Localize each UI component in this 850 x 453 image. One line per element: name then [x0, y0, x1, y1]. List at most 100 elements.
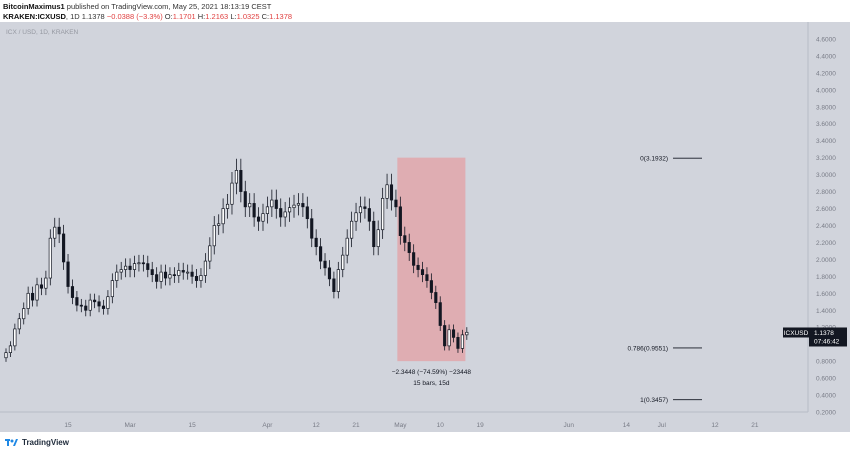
- author-name[interactable]: BitcoinMaximus1: [3, 2, 65, 11]
- candle: [363, 206, 367, 209]
- candle: [451, 329, 456, 338]
- tradingview-logo[interactable]: TradingView: [5, 438, 69, 447]
- x-tick-label: 15: [188, 422, 196, 429]
- close-label: C:: [261, 12, 270, 21]
- candle: [106, 296, 110, 309]
- y-tick-label: 1.4000: [816, 308, 836, 315]
- candle: [17, 318, 21, 330]
- candle: [460, 334, 464, 349]
- y-tick-label: 4.6000: [816, 36, 836, 43]
- x-tick-label: 10: [437, 422, 445, 429]
- candle: [168, 274, 172, 279]
- candle: [66, 261, 70, 287]
- open-value: 1.1701: [172, 12, 196, 21]
- candle: [159, 271, 163, 282]
- candle: [248, 203, 252, 208]
- candle: [394, 199, 398, 208]
- x-tick-label: 19: [476, 422, 484, 429]
- y-tick-label: 2.2000: [816, 240, 836, 247]
- candle: [438, 302, 442, 326]
- candle: [292, 204, 296, 209]
- candle: [150, 269, 154, 276]
- candle: [234, 170, 238, 184]
- range-measure-box[interactable]: [397, 157, 466, 362]
- candle: [447, 329, 451, 347]
- candle: [22, 308, 26, 320]
- candle: [319, 246, 323, 262]
- candle: [420, 269, 425, 276]
- x-tick-label: Jul: [658, 422, 667, 429]
- y-tick-label: 4.2000: [816, 70, 836, 77]
- y-tick-label: 2.6000: [816, 206, 836, 213]
- candle: [367, 208, 371, 222]
- candle: [221, 208, 225, 225]
- candle: [416, 264, 420, 270]
- close-value: 1.1378: [269, 12, 293, 21]
- x-tick-label: 12: [711, 422, 719, 429]
- candle: [141, 262, 145, 265]
- time-axis[interactable]: [0, 412, 808, 432]
- candle: [274, 199, 278, 209]
- candle: [252, 203, 256, 218]
- candle: [146, 263, 150, 270]
- candle: [13, 328, 17, 347]
- last-price-label: 1.1378: [814, 330, 834, 337]
- candle: [389, 184, 394, 201]
- x-tick-label: Mar: [124, 422, 136, 429]
- tradingview-logo-icon: [5, 439, 18, 446]
- candle: [172, 274, 176, 277]
- candle: [376, 229, 380, 248]
- candle: [35, 284, 39, 301]
- tradingview-brand: TradingView: [22, 438, 69, 447]
- x-tick-label: 21: [352, 422, 360, 429]
- candle: [70, 286, 75, 298]
- x-tick-label: 12: [313, 422, 321, 429]
- candle: [243, 191, 247, 208]
- price-axis[interactable]: [808, 22, 850, 432]
- y-tick-label: 3.2000: [816, 155, 836, 162]
- y-tick-label: 4.4000: [816, 53, 836, 60]
- y-tick-label: 2.8000: [816, 189, 836, 196]
- candle: [265, 206, 269, 214]
- x-tick-label: May: [394, 422, 407, 429]
- symbol-label: ICXUSD: [784, 330, 809, 337]
- candle: [354, 212, 358, 222]
- candle: [336, 269, 340, 292]
- candle: [163, 271, 168, 279]
- y-tick-label: 0.4000: [816, 393, 836, 400]
- candle: [155, 274, 159, 282]
- published-text: published on TradingView.com, May 25, 20…: [66, 2, 272, 11]
- candle: [412, 252, 416, 266]
- candle: [456, 337, 460, 349]
- y-tick-label: 1.6000: [816, 291, 836, 298]
- candle: [194, 275, 199, 281]
- y-tick-label: 1.8000: [816, 274, 836, 281]
- candle: [8, 345, 12, 354]
- x-tick-label: 14: [623, 422, 631, 429]
- candle: [372, 220, 376, 248]
- candle: [225, 203, 230, 209]
- candle: [186, 271, 190, 274]
- candle: [283, 211, 287, 218]
- candle: [239, 170, 243, 192]
- candle: [212, 225, 216, 247]
- publish-line: BitcoinMaximus1 published on TradingView…: [3, 2, 271, 11]
- candle: [256, 216, 261, 222]
- candle: [261, 213, 265, 222]
- candle: [305, 206, 309, 220]
- candle: [93, 299, 97, 303]
- candle: [288, 207, 292, 213]
- candle: [296, 203, 301, 206]
- candlestick-chart[interactable]: 0.20000.40000.60000.80001.00001.20001.40…: [0, 22, 850, 432]
- candle: [48, 237, 52, 279]
- price-change: −0.0388 (−3.3%): [106, 12, 163, 21]
- candle: [101, 305, 106, 309]
- chart-area[interactable]: 0.20000.40000.60000.80001.00001.20001.40…: [0, 22, 850, 432]
- candle: [97, 301, 101, 307]
- y-tick-label: 0.6000: [816, 376, 836, 383]
- countdown-label: 07:46:42: [814, 338, 840, 345]
- range-measure-change: −2.3448 (−74.59%) −23448: [392, 369, 472, 376]
- last-price: 1.1378: [81, 12, 105, 21]
- y-tick-label: 0.8000: [816, 359, 836, 366]
- chart-header: BitcoinMaximus1 published on TradingView…: [0, 0, 850, 22]
